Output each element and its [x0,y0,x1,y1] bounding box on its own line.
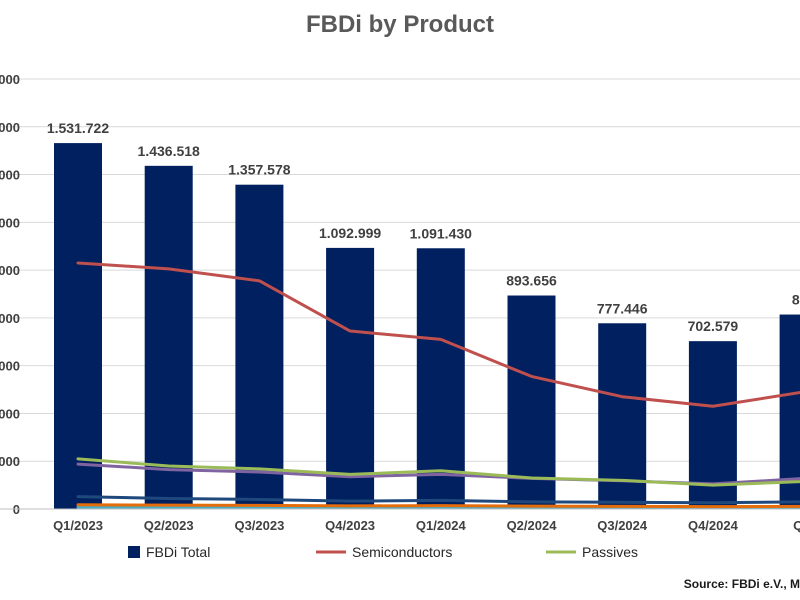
bar-series [54,143,800,510]
legend-label: Semiconductors [352,544,452,560]
source-note: Source: FBDi e.V., M [684,577,800,591]
data-label: 777.446 [597,300,648,316]
line-passives [76,457,800,487]
y-tick-label: 000 [0,72,20,87]
line-semiconductors [76,261,800,408]
y-tick-label: 000 [0,215,20,230]
y-tick-label: 000 [0,168,20,183]
data-label: 1.091.430 [410,225,472,241]
bar-Q1/2024 [416,248,465,509]
y-tick-label: 000 [0,454,20,469]
x-tick-label: Q2/2024 [507,518,558,533]
legend: FBDi Total Semiconductors Passives [128,544,638,560]
bar-Q4/2024 [688,341,737,509]
x-axis-ticks: Q1/2023 Q2/2023 Q3/2023 Q4/2023 Q1/2024 Q2/20… [53,518,800,533]
legend-label: FBDi Total [146,544,210,560]
y-tick-label: 000 [0,263,20,278]
data-label: 1.357.578 [228,162,290,178]
legend-swatch [128,546,140,558]
bar-Q1/2025 [779,314,800,509]
x-tick-label: Q1/2024 [416,518,467,533]
line-series [76,261,800,510]
x-tick-label: Q1/ [793,518,800,533]
y-axis-ticks: 0000000000000000000000000000 [0,72,20,517]
x-tick-label: Q3/2024 [597,518,648,533]
bar-Q3/2024 [598,323,647,509]
x-tick-label: Q4/2024 [688,518,739,533]
bar-Q2/2023 [144,165,193,509]
chart-title: FBDi by Product [306,11,494,38]
data-label: 814 [792,292,800,308]
data-label: 893.656 [506,273,557,289]
data-label: 702.579 [688,318,739,334]
data-label: 1.092.999 [319,225,381,241]
data-label: 1.436.518 [138,143,200,159]
y-tick-label: 000 [0,120,20,135]
x-tick-label: Q4/2023 [325,518,375,533]
bar-Q1/2023 [54,143,102,510]
x-tick-label: Q3/2023 [234,518,284,533]
x-tick-label: Q1/2023 [53,518,103,533]
line-displays [76,495,800,505]
data-label: 1.531.722 [47,120,109,136]
y-tick-label: 000 [0,406,20,421]
gridlines [0,78,800,462]
data-labels: 1.531.722 1.436.518 1.357.578 1.092.999 1.09… [47,120,800,334]
line-power-supplies [76,503,800,509]
y-tick-label: 000 [0,311,20,326]
legend-label: Passives [582,544,638,560]
bar-Q2/2024 [507,295,556,509]
bar-Q3/2023 [235,184,284,509]
x-tick-label: Q2/2023 [144,518,194,533]
y-tick-label: 000 [0,359,20,374]
bar-Q4/2023 [326,247,375,509]
